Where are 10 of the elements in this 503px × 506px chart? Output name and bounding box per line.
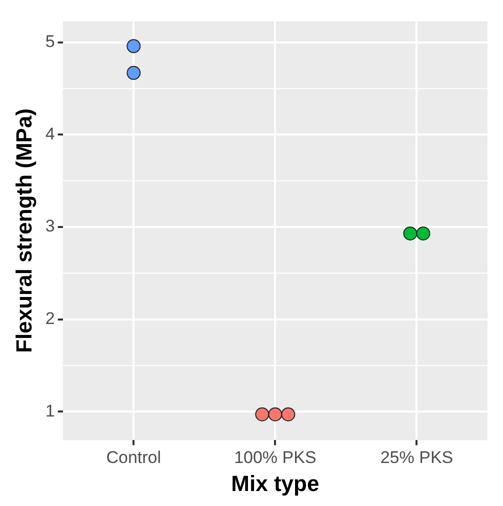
y-tick-label: 5: [45, 32, 55, 52]
y-tick-label: 2: [45, 308, 55, 328]
x-tick-label: Control: [106, 448, 162, 468]
x-tick-label: 100% PKS: [234, 448, 316, 468]
y-tick-label: 3: [45, 216, 55, 236]
x-axis-title: Mix type: [231, 470, 320, 496]
x-tick-label: 25% PKS: [380, 448, 454, 468]
y-tick-label: 4: [45, 124, 55, 144]
y-tick-label: 1: [45, 401, 55, 420]
y-axis-title: Flexural strength (MPa): [11, 108, 36, 353]
